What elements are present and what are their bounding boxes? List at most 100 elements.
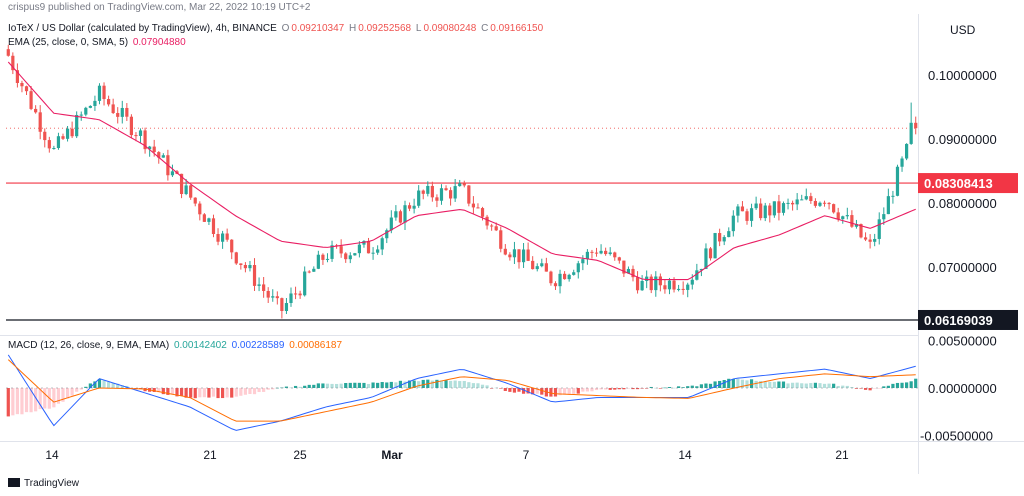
candle-body (850, 215, 854, 227)
macd-histogram-bar (189, 388, 193, 398)
macd-histogram-bar (193, 388, 197, 399)
candle-body (280, 298, 284, 312)
macd-histogram-bar (663, 387, 667, 389)
candle-body (590, 251, 594, 253)
candle-body (749, 208, 754, 221)
macd-histogram-bar (503, 388, 507, 391)
candle-body (125, 107, 129, 117)
macd-tick-label: 0.00000000 (928, 381, 997, 396)
candle-body (148, 146, 152, 150)
macd-histogram-bar (900, 382, 904, 388)
candle-body (567, 274, 571, 280)
macd-histogram-bar (499, 388, 503, 389)
macd-histogram-bar (107, 381, 111, 388)
macd-histogram-bar (371, 382, 375, 388)
candle-body (15, 70, 19, 83)
candle-body (863, 237, 868, 240)
macd-histogram-bar (252, 388, 257, 395)
candle-body (531, 260, 535, 270)
candle-body (111, 104, 115, 114)
candle-body (818, 202, 822, 206)
candle-body (718, 233, 722, 242)
macd-line-value: 0.00228589 (231, 340, 285, 351)
candle-body (88, 105, 92, 108)
candle-body (257, 284, 261, 286)
candle-body (107, 99, 111, 105)
macd-histogram-bar (740, 379, 745, 388)
candle-body (353, 253, 357, 256)
candle-body (521, 249, 526, 263)
ema-legend[interactable]: EMA (25, close, 0, SMA, 5) 0.07904880 (8, 37, 188, 48)
macd-tick-label: -0.00500000 (920, 428, 993, 443)
candle-body (900, 158, 904, 167)
candle-body (581, 259, 585, 264)
candle-body (617, 257, 621, 261)
macd-histogram-bar (143, 388, 147, 392)
macd-histogram-bar (116, 383, 120, 388)
macd-histogram-bar (845, 385, 849, 388)
candle-body (777, 201, 781, 213)
candle-body (690, 279, 694, 285)
macd-histogram-bar (512, 388, 517, 393)
macd-histogram-bar (394, 382, 398, 388)
macd-histogram-bar (298, 386, 302, 388)
macd-histogram-bar (836, 385, 840, 388)
candle-body (307, 271, 311, 273)
candle-body (909, 122, 913, 144)
candle-body (321, 254, 325, 260)
candle-body (24, 86, 29, 92)
macd-histogram-bar (307, 384, 311, 388)
macd-histogram-bar (877, 388, 881, 389)
macd-histogram-bar (175, 388, 179, 397)
macd-histogram-bar (531, 388, 535, 395)
macd-legend[interactable]: MACD (12, 26, close, 9, EMA, EMA) 0.0014… (8, 340, 344, 351)
candle-body (38, 112, 42, 132)
horizontal-level-badge (918, 173, 1018, 194)
macd-histogram-bar (772, 381, 776, 388)
price-tick-label: 0.07000000 (928, 260, 997, 275)
macd-histogram-bar (266, 388, 270, 390)
macd-histogram-bar (485, 385, 489, 388)
candle-body (613, 252, 617, 258)
candles-group (6, 44, 918, 319)
macd-histogram-bar (535, 388, 539, 394)
macd-histogram-bar (681, 387, 685, 388)
macd-histogram-bar (594, 388, 599, 391)
candle-body (289, 293, 293, 304)
macd-histogram-bar (467, 382, 471, 388)
candle-body (873, 238, 877, 242)
time-tick-label: 14 (678, 448, 692, 462)
candle-body (512, 249, 517, 258)
candle-body (891, 195, 895, 197)
candle-body (157, 152, 161, 158)
macd-histogram-bar (613, 388, 617, 390)
macd-histogram-bar (745, 380, 749, 388)
ohlc-h-label: H (349, 23, 357, 34)
macd-histogram-bar (407, 380, 412, 388)
candle-body (490, 225, 494, 227)
candle-body (389, 217, 393, 231)
candle-body (93, 100, 97, 106)
candle-body (895, 166, 900, 196)
candle-body (339, 246, 343, 254)
macd-histogram-bar (453, 380, 457, 388)
time-tick-label: 7 (523, 448, 530, 462)
candle-body (480, 208, 485, 217)
candle-body (631, 268, 635, 278)
macd-histogram-bar (471, 383, 475, 388)
macd-histogram-bar (590, 388, 594, 392)
macd-histogram-bar (439, 380, 444, 388)
tradingview-brand: TradingView (24, 478, 80, 489)
time-axis-border (0, 441, 1024, 442)
macd-histogram-bar (818, 383, 822, 388)
macd-histogram-bar (61, 388, 65, 402)
currency-label[interactable]: USD (950, 23, 976, 37)
macd-histogram-bar (713, 381, 717, 388)
candle-body (868, 239, 872, 242)
horizontal-level-label: 0.06169039 (924, 313, 993, 328)
candle-body (417, 190, 421, 206)
macd-histogram-bar (357, 382, 361, 388)
candle-body (348, 255, 352, 260)
candle-body (444, 188, 448, 191)
